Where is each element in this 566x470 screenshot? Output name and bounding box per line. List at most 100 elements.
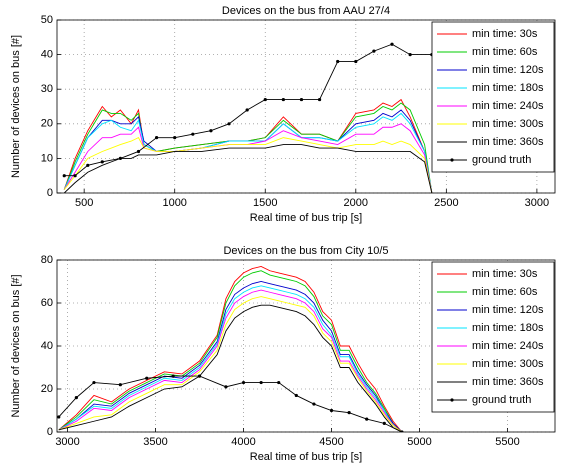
y-tick-label: 30 bbox=[41, 83, 53, 95]
chart: Devices on the bus from City 10/5 Real ti… bbox=[10, 245, 556, 463]
point-marker bbox=[74, 396, 78, 400]
legend-label: min time: 240s bbox=[472, 340, 544, 352]
y-tick-label: 80 bbox=[41, 254, 53, 266]
series-line bbox=[63, 112, 433, 193]
point-marker bbox=[86, 163, 90, 167]
point-marker bbox=[317, 97, 322, 102]
point-marker bbox=[118, 156, 122, 160]
point-marker bbox=[173, 136, 177, 140]
chart-title: Devices on the bus from City 10/5 bbox=[223, 245, 388, 257]
y-tick-label: 60 bbox=[41, 297, 53, 309]
legend-label: min time: 300s bbox=[472, 118, 544, 130]
chart: Devices on the bus from AAU 27/4 Real tim… bbox=[10, 5, 556, 224]
x-tick-label: 3000 bbox=[525, 197, 549, 209]
legend-box bbox=[431, 21, 555, 173]
y-axis-label: Number of devices on bus [#] bbox=[10, 35, 22, 178]
series-line bbox=[58, 375, 403, 432]
point-marker bbox=[347, 411, 351, 415]
plot bbox=[57, 265, 404, 432]
point-marker bbox=[354, 59, 358, 64]
point-marker bbox=[336, 59, 340, 64]
x-tick-label: 5000 bbox=[407, 436, 431, 448]
y-tick-label: 10 bbox=[41, 152, 53, 164]
series-line bbox=[63, 137, 433, 193]
legend-label: min time: 30s bbox=[472, 268, 538, 280]
point-marker bbox=[227, 122, 231, 126]
legend-label: min time: 60s bbox=[472, 286, 538, 298]
point-marker bbox=[209, 129, 213, 133]
legend-label: min time: 120s bbox=[472, 64, 544, 76]
y-tick-label: 0 bbox=[47, 426, 53, 438]
y-tick-label: 50 bbox=[41, 14, 53, 26]
x-axis-label: Real time of bus trip [s] bbox=[250, 451, 363, 463]
y-tick-label: 20 bbox=[41, 383, 53, 395]
series-line bbox=[58, 285, 403, 432]
x-tick-label: 2500 bbox=[434, 197, 458, 209]
legend-label: ground truth bbox=[472, 394, 531, 406]
point-marker bbox=[171, 374, 175, 378]
point-marker bbox=[382, 421, 386, 425]
point-marker bbox=[299, 97, 304, 102]
point-marker bbox=[224, 385, 228, 389]
axes-box bbox=[56, 19, 556, 194]
series-line bbox=[58, 289, 403, 432]
x-tick-label: 3000 bbox=[55, 436, 79, 448]
legend-label: min time: 120s bbox=[472, 304, 544, 316]
chart-title: Devices on the bus from AAU 27/4 bbox=[222, 5, 390, 17]
y-tick-label: 40 bbox=[41, 49, 53, 61]
x-tick-label: 3500 bbox=[143, 436, 167, 448]
legend-label: min time: 60s bbox=[472, 46, 538, 58]
point-marker bbox=[372, 49, 376, 53]
point-marker bbox=[365, 417, 369, 421]
legend-label: min time: 30s bbox=[472, 28, 538, 40]
point-marker bbox=[245, 108, 249, 112]
point-marker bbox=[136, 149, 141, 154]
legend-label: min time: 180s bbox=[472, 322, 544, 334]
plot bbox=[62, 42, 434, 193]
point-marker bbox=[277, 380, 281, 385]
legend-box bbox=[431, 261, 555, 413]
x-axis-label: Real time of bus trip [s] bbox=[250, 212, 363, 224]
point-marker bbox=[191, 132, 195, 136]
point-marker bbox=[197, 374, 202, 378]
legend-marker bbox=[450, 158, 454, 162]
x-tick-label: 4500 bbox=[319, 436, 343, 448]
point-marker bbox=[294, 393, 298, 398]
point-marker bbox=[312, 402, 316, 406]
point-marker bbox=[118, 383, 122, 387]
x-tick-label: 1000 bbox=[162, 197, 186, 209]
series-line bbox=[63, 144, 433, 193]
y-tick-label: 20 bbox=[41, 118, 53, 130]
x-tick-label: 2000 bbox=[344, 197, 368, 209]
x-tick-label: 5500 bbox=[495, 436, 519, 448]
point-marker bbox=[100, 160, 104, 164]
point-marker bbox=[62, 174, 66, 178]
series-line bbox=[64, 43, 432, 177]
series-line bbox=[58, 270, 403, 432]
point-marker bbox=[145, 376, 149, 380]
x-tick-label: 500 bbox=[75, 197, 93, 209]
axes-box bbox=[56, 259, 556, 433]
point-marker bbox=[73, 174, 77, 178]
legend: min time: 30s min time: 60s min time: 120s… bbox=[431, 21, 555, 173]
y-tick-label: 40 bbox=[41, 340, 53, 352]
point-marker bbox=[263, 97, 267, 102]
legend: min time: 30s min time: 60s min time: 120s… bbox=[431, 261, 555, 413]
point-marker bbox=[329, 408, 334, 413]
legend-label: min time: 360s bbox=[472, 136, 544, 148]
y-axis-label: Number of devices on bus [#] bbox=[10, 274, 22, 417]
y-tick-label: 0 bbox=[47, 187, 53, 199]
point-marker bbox=[259, 380, 263, 385]
point-marker bbox=[241, 380, 246, 385]
point-marker bbox=[57, 415, 61, 419]
x-tick-label: 1500 bbox=[253, 197, 277, 209]
point-marker bbox=[155, 136, 159, 140]
point-marker bbox=[390, 42, 394, 46]
series-line bbox=[58, 265, 403, 432]
x-tick-label: 4000 bbox=[231, 436, 255, 448]
legend-label: min time: 180s bbox=[472, 82, 544, 94]
point-marker bbox=[92, 380, 96, 385]
legend-label: min time: 360s bbox=[472, 376, 544, 388]
